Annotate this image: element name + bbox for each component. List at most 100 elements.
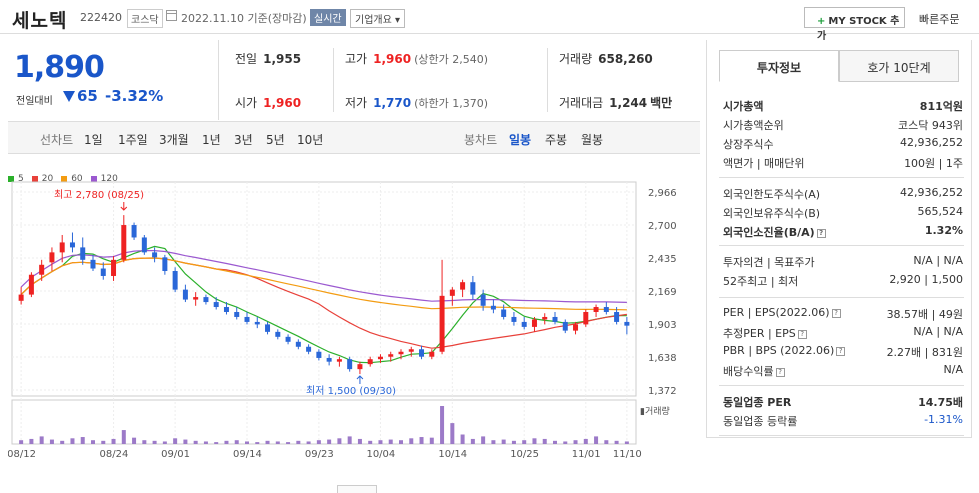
high-annotation: 최고 2,780 (08/25) [54,189,144,201]
candle-body [490,305,496,310]
help-icon[interactable]: ? [797,329,807,339]
period-5y[interactable]: 5년 [266,133,285,147]
period-1w[interactable]: 1주일 [118,133,148,147]
trade-amount: 거래대금 1,244 백만 [559,94,672,111]
help-icon[interactable]: ? [775,367,785,377]
candle-body [90,259,96,269]
info-value: 565,524 [917,205,964,218]
candle-body [542,316,548,320]
period-10y[interactable]: 10년 [297,133,324,147]
high-value: 1,960 [373,52,412,66]
date-text: 2022.11.10 기준(장마감) [181,12,307,25]
candle-weekly[interactable]: 주봉 [545,133,568,147]
candle-body [111,259,117,276]
ma-legend-item: 60 [61,174,86,184]
info-key-text: 외국인보유주식수(B) [723,207,821,220]
low-label: 저가 [345,96,368,110]
chart-collapse-toggle[interactable] [337,485,377,493]
x-tick-label: 09/23 [305,449,334,460]
info-row: 추정PER | EPS? N/A | N/A [723,325,963,343]
tab-quote-10[interactable]: 호가 10단계 [839,50,959,82]
candle-body [265,324,271,332]
candle-chart-label[interactable]: 봉차트 [464,133,498,147]
volume-bar [624,441,629,444]
volume-bar [121,430,126,444]
info-key: PER | EPS(2022.06)? [723,306,841,319]
volume-bar [203,441,208,444]
info-section-sec2: 외국인한도주식수(A) 42,936,252 외국인보유주식수(B) 565,524 외… [719,178,964,246]
high-price: 고가 1,960 (상한가 2,540) [345,50,488,67]
candle-monthly[interactable]: 월봉 [581,133,604,147]
info-key: 시가총액 [723,98,763,114]
amount-unit: 백만 [650,96,673,110]
help-icon[interactable]: ? [836,346,846,356]
stock-code: 222420 [80,11,122,24]
volume: 거래량 658,260 [559,50,653,67]
volume-bar [162,441,167,444]
x-tick-label: 11/01 [572,449,601,460]
prev-label: 전일 [235,52,258,66]
help-icon[interactable]: ? [831,308,841,318]
realtime-button[interactable]: 실시간 [310,9,346,26]
candle-body [152,252,158,258]
x-tick-label: 08/12 [8,449,36,460]
candle-body [295,341,301,347]
info-row: 외국인소진율(B/A)? 1.32% [723,224,963,242]
candle-body [131,225,137,238]
line-chart-label[interactable]: 선차트 [40,133,74,147]
company-info-dropdown[interactable]: 기업개요 ▾ [350,9,406,28]
high-label: 고가 [345,52,368,66]
prev-close: 전일 1,955 [235,50,301,67]
info-value: 811억원 [919,100,963,113]
price-plot-frame [11,181,637,397]
info-row: 투자의견 | 목표주가 N/A | N/A [723,254,963,272]
candle-body [583,311,589,325]
stock-name: 세노텍 [12,10,68,32]
candle-body [223,307,229,312]
info-row: 시가총액순위 코스닥 943위 [723,117,963,135]
period-1y[interactable]: 1년 [202,133,221,147]
info-key: 액면가 | 매매단위 [723,155,805,171]
candle-body [624,321,630,326]
volume-bar [440,406,445,444]
tab-invest-info[interactable]: 투자정보 [719,50,839,82]
ma-legend: 5 20 60 120 [8,174,126,184]
info-row: 외국인한도주식수(A) 42,936,252 [723,186,963,204]
info-value: N/A [943,363,963,376]
candle-body [162,257,168,272]
market-badge: 코스닥 [127,9,163,28]
info-row: PER | EPS(2022.06)? 38.57배 | 49원 [723,306,963,324]
volume-value: 658,260 [598,52,653,66]
candle-body [501,309,507,317]
volume-bar [234,440,239,444]
stock-chart[interactable]: 5 20 60 120 2,966 2,700 2,435 2,169 1,903 1,638 1… [8,160,700,486]
candle-body [531,319,537,327]
volume-bar [327,439,332,444]
period-toolbar: 선차트 1일 1주일 3개월 1년 3년 5년 10년 봉차트 일봉 주봉 월봉 [8,121,700,154]
info-value: 2.27배 | 831원 [886,346,963,359]
info-row: 동일업종 PER 14.75배 [723,394,963,412]
mystock-add-button[interactable]: + MY STOCK 추가 [804,7,905,42]
candle-body [336,359,342,362]
quick-order-link[interactable]: 빠른주문 [919,13,960,26]
period-3y[interactable]: 3년 [234,133,253,147]
volume-bar [614,440,619,444]
candle-daily[interactable]: 일봉 [509,133,532,147]
y-tick-label: 1,638 [648,353,677,364]
volume-bar [111,438,116,444]
candle-body [480,294,486,306]
divider [333,48,334,112]
volume-bar [29,438,34,444]
amount-label: 거래대금 [559,96,604,110]
candle-body [254,321,260,325]
volume-label: ▮거래량 [640,405,670,417]
info-key: 투자의견 | 목표주가 [723,254,815,270]
help-icon[interactable]: ? [816,228,826,238]
period-1d[interactable]: 1일 [84,133,103,147]
period-3m[interactable]: 3개월 [159,133,189,147]
candle-body [511,316,517,322]
info-key-text: 배당수익률 [723,365,774,378]
info-row: 52주최고 | 최저 2,920 | 1,500 [723,273,963,291]
ma-legend-label: 5 [18,174,24,184]
ma-line-60 [20,257,627,311]
